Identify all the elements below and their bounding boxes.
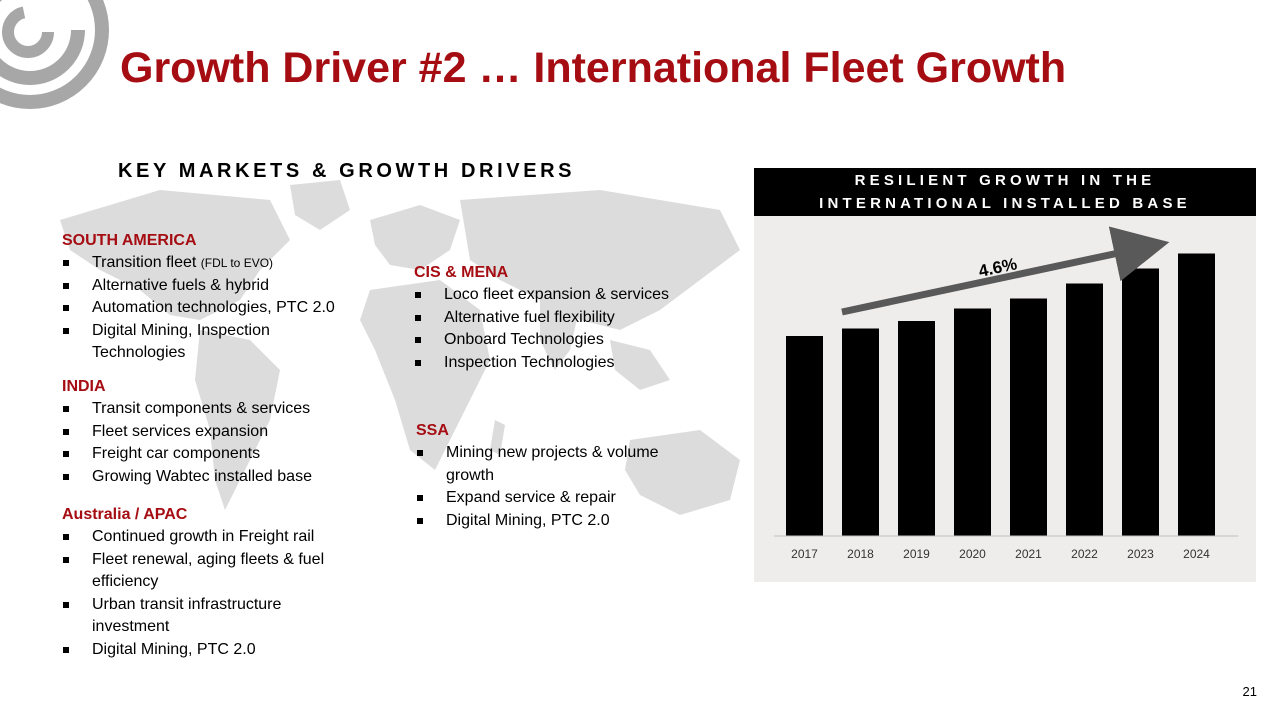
list-item: Transit components & services [62,398,392,421]
list-item: Expand service & repair [416,487,706,510]
page-number: 21 [1242,684,1257,699]
bar-2018 [842,328,879,536]
region-list: Transit components & services Fleet serv… [62,398,392,488]
list-item: Digital Mining, PTC 2.0 [62,639,372,662]
region-list: Continued growth in Freight rail Fleet r… [62,526,372,661]
x-tick-label: 2020 [959,547,986,561]
x-tick-label: 2024 [1183,547,1210,561]
list-item: Digital Mining, PTC 2.0 [416,510,706,533]
list-item: Continued growth in Freight rail [62,526,372,549]
region-title: INDIA [62,378,106,395]
list-item: Onboard Technologies [414,329,734,352]
region-south-america: SOUTH AMERICA Transition fleet (FDL to E… [62,230,392,365]
list-item: Alternative fuel flexibility [414,307,734,330]
trend-arrow [841,226,1170,316]
bar-chart: 2017 2018 2019 2020 2021 2022 2023 2024 4.6% [774,226,1238,561]
x-tick-label: 2022 [1071,547,1098,561]
list-item: Freight car components [62,443,392,466]
chart-title-line2: INTERNATIONAL INSTALLED BASE [819,195,1191,212]
list-item: Inspection Technologies [414,352,734,375]
region-title: CIS & MENA [414,264,509,281]
region-title: SOUTH AMERICA [62,232,197,249]
region-list: Loco fleet expansion & services Alternat… [414,284,734,374]
list-item: Growing Wabtec installed base [62,466,392,489]
x-tick-label: 2023 [1127,547,1154,561]
bar-2024 [1178,253,1215,536]
region-cis-mena: CIS & MENA Loco fleet expansion & servic… [414,262,734,374]
x-tick-label: 2018 [847,547,874,561]
slide-title: Growth Driver #2 … International Fleet G… [120,44,1067,92]
list-item: Fleet renewal, aging fleets & fuel effic… [62,549,362,594]
x-tick-label: 2017 [791,547,818,561]
bar-2020 [954,308,991,536]
list-item: Transition fleet (FDL to EVO) [62,252,392,275]
world-map-background [60,180,740,515]
list-item: Automation technologies, PTC 2.0 [62,297,392,320]
bar-2017 [786,336,823,536]
x-tick-label: 2021 [1015,547,1042,561]
list-item: Fleet services expansion [62,421,392,444]
region-india: INDIA Transit components & services Flee… [62,376,392,488]
bar-2021 [1010,298,1047,536]
bar-2023 [1122,268,1159,536]
chart-title-line1: RESILIENT GROWTH IN THE [854,172,1156,189]
list-item: Mining new projects & volume growth [416,442,696,487]
section-heading: KEY MARKETS & GROWTH DRIVERS [118,160,576,182]
bar-2019 [898,321,935,536]
region-ssa: SSA Mining new projects & volume growth … [416,420,706,532]
list-item: Urban transit infrastructure investment [62,594,332,639]
x-tick-label: 2019 [903,547,930,561]
chart-title: RESILIENT GROWTH IN THE INTERNATIONAL IN… [754,168,1256,216]
company-logo [0,0,109,109]
region-list: Transition fleet (FDL to EVO) Alternativ… [62,252,392,365]
region-title: Australia / APAC [62,506,188,523]
region-list: Mining new projects & volume growth Expa… [416,442,706,532]
list-item: Digital Mining, Inspection Technologies [62,320,322,365]
list-item: Alternative fuels & hybrid [62,275,392,298]
list-item: Loco fleet expansion & services [414,284,734,307]
list-item-note: (FDL to EVO) [200,256,274,270]
region-title: SSA [416,422,449,439]
region-australia-apac: Australia / APAC Continued growth in Fre… [62,504,372,661]
bar-2022 [1066,283,1103,536]
